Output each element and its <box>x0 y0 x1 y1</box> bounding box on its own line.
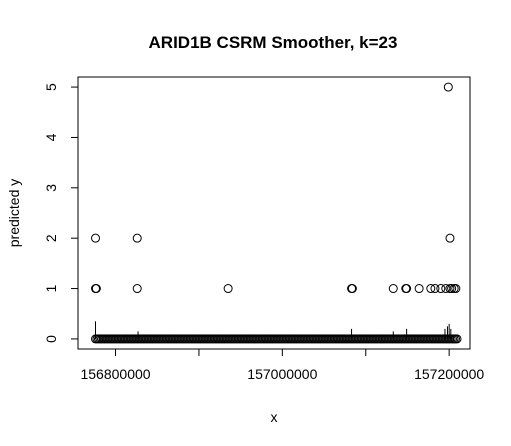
y-axis: 0 1 2 3 4 5 <box>43 83 79 343</box>
y-tick-label: 2 <box>43 234 59 242</box>
y-tick-label: 4 <box>43 133 59 141</box>
data-point <box>430 284 440 294</box>
x-axis-label: x <box>271 409 278 425</box>
data-point <box>402 284 412 294</box>
data-point <box>388 284 398 294</box>
x-tick-label: 157200000 <box>414 366 484 382</box>
chart-title: ARID1B CSRM Smoother, k=23 <box>149 33 398 52</box>
data-point <box>451 284 461 294</box>
data-point <box>414 284 424 294</box>
data-point <box>91 233 101 243</box>
data-point <box>91 284 101 294</box>
data-point <box>443 82 453 92</box>
points-layer <box>91 82 462 344</box>
y-axis-label: predicted y <box>6 179 22 247</box>
y-tick-label: 3 <box>43 184 59 192</box>
data-point <box>132 284 142 294</box>
data-point <box>436 284 446 294</box>
data-point <box>347 284 357 294</box>
plot-frame <box>77 76 471 350</box>
data-point <box>132 233 142 243</box>
data-point-zero <box>452 334 462 344</box>
x-tick-label: 156800000 <box>80 366 150 382</box>
data-point <box>426 284 436 294</box>
data-point <box>223 284 233 294</box>
y-tick-label: 1 <box>43 284 59 292</box>
x-tick-label: 157000000 <box>247 366 317 382</box>
y-tick-label: 5 <box>43 83 59 91</box>
x-axis: 156800000 157000000 157200000 <box>80 348 484 382</box>
y-tick-label: 0 <box>43 335 59 343</box>
data-point <box>447 284 457 294</box>
data-point <box>445 233 455 243</box>
